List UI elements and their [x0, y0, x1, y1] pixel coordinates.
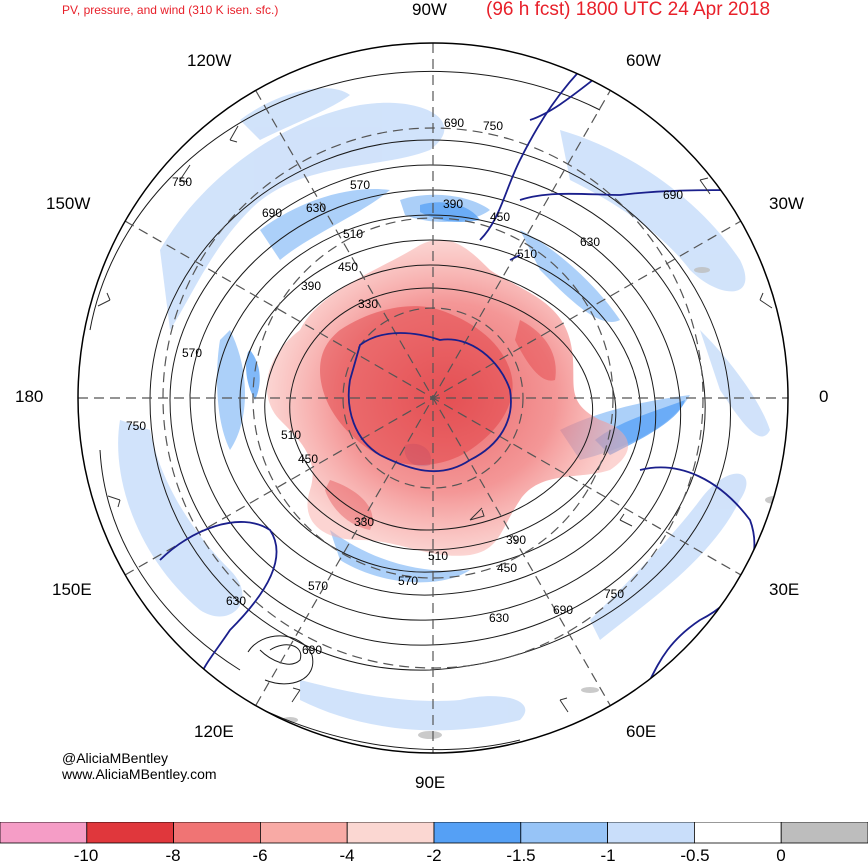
contour-label: 750 — [126, 419, 146, 433]
lon-label-90w: 90W — [412, 0, 447, 19]
colorbar-label: -10 — [73, 846, 99, 865]
colorbar-label: -8 — [165, 846, 181, 865]
credit-website: www.AliciaMBentley.com — [62, 766, 217, 782]
contour-label: 690 — [444, 116, 464, 130]
contour-label: 450 — [338, 260, 358, 274]
contour-label: 390 — [301, 279, 321, 293]
map-disk: 690 750 570 750 690 630 510 390 450 390 … — [78, 43, 788, 753]
map-title: (96 h fcst) 1800 UTC 24 Apr 2018 — [486, 0, 771, 20]
contour-label: 570 — [398, 574, 418, 588]
lon-label-90e: 90E — [415, 773, 446, 792]
lon-label-150w: 150W — [46, 194, 91, 213]
contour-label: 690 — [553, 603, 573, 617]
colorbar-swatch — [607, 821, 695, 844]
lon-label-30e: 30E — [769, 580, 800, 599]
contour-label: 630 — [226, 594, 246, 608]
lon-label-60e: 60E — [626, 722, 657, 741]
contour-label: 390 — [443, 197, 463, 211]
contour-label: 450 — [490, 210, 510, 224]
colorbar-label: 0 — [776, 846, 786, 865]
colorbar-label: -1 — [600, 846, 616, 865]
colorbar-swatch — [346, 821, 435, 844]
lon-label-120e: 120E — [194, 722, 234, 741]
credit-handle: @AliciaMBentley — [62, 750, 169, 766]
colorbar-label: -1.5 — [506, 846, 536, 865]
contour-label-layer: 690 750 570 750 690 630 510 390 450 390 … — [126, 116, 683, 657]
colorbar-label: -2 — [426, 846, 442, 865]
contour-label: 390 — [506, 533, 526, 547]
map-subtitle: PV, pressure, and wind (310 K isen. sfc.… — [62, 3, 279, 17]
contour-label: 750 — [604, 587, 624, 601]
contour-label: 510 — [428, 549, 448, 563]
contour-label: 330 — [358, 297, 378, 311]
contour-label: 690 — [302, 643, 322, 657]
contour-label: 750 — [483, 119, 503, 133]
lon-label-120w: 120W — [187, 51, 232, 70]
contour-label: 450 — [298, 452, 318, 466]
colorbar-swatch — [694, 821, 782, 844]
contour-label: 690 — [663, 188, 683, 202]
colorbar-swatch — [86, 821, 175, 844]
contour-label: 330 — [354, 515, 374, 529]
lat-lon-grid — [78, 43, 788, 753]
colorbar-label: -0.5 — [680, 846, 710, 865]
colorbar-label: -6 — [252, 846, 268, 865]
contour-label: 690 — [262, 206, 282, 220]
lon-label-60w: 60W — [626, 51, 661, 70]
colorbar-swatch — [259, 821, 348, 844]
contour-label: 570 — [350, 178, 370, 192]
contour-label: 570 — [308, 579, 328, 593]
contour-label: 450 — [497, 561, 517, 575]
contour-label: 510 — [343, 227, 363, 241]
pv-shading-light — [118, 88, 770, 731]
map-boundary — [77, 42, 789, 754]
colorbar-swatches — [0, 821, 868, 844]
contour-label: 630 — [580, 235, 600, 249]
contour-label: 750 — [172, 175, 192, 189]
lon-label-30w: 30W — [769, 194, 804, 213]
lon-label-0: 0 — [819, 387, 829, 406]
contour-label: 510 — [281, 428, 301, 442]
colorbar — [0, 821, 868, 846]
colorbar-swatch — [173, 821, 261, 844]
colorbar-swatch — [433, 821, 522, 844]
colorbar-swatch — [0, 821, 88, 844]
wind-barbs — [97, 125, 773, 713]
contour-label: 630 — [306, 201, 326, 215]
lon-label-150e: 150E — [52, 580, 92, 599]
colorbar-swatch — [520, 821, 608, 844]
colorbar-swatch — [780, 821, 868, 844]
contour-label: 630 — [489, 611, 509, 625]
contour-label: 570 — [182, 346, 202, 360]
colorbar-label: -4 — [339, 846, 355, 865]
lon-label-180: 180 — [15, 387, 44, 406]
contour-label: 510 — [517, 247, 537, 261]
